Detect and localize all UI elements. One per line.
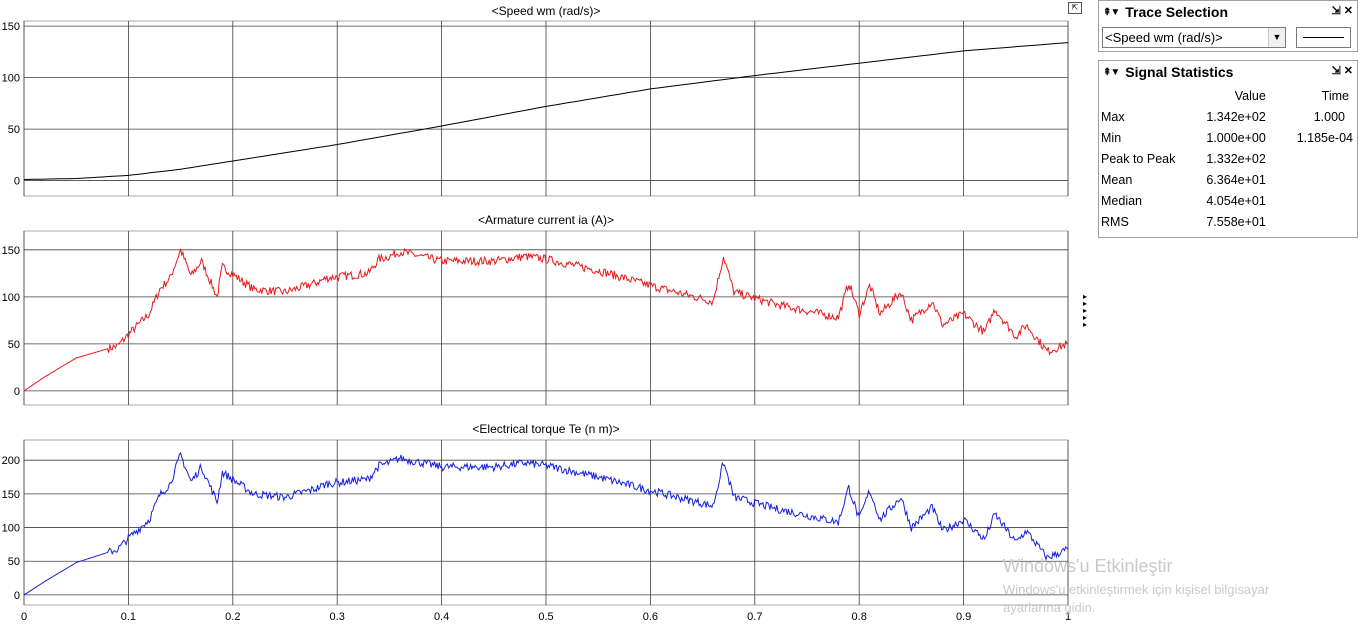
- stat-time: 1.185e-04: [1296, 130, 1353, 145]
- series-line: [23, 451, 1069, 596]
- panel-controls-icon[interactable]: ⇲ ✕: [1331, 65, 1354, 77]
- watermark-line: ayarlarına gidin.: [1003, 600, 1096, 615]
- series-line: [23, 42, 1069, 180]
- collapse-arrows-icon[interactable]: ▸ ▸ ▸ ▸ ▸: [1083, 292, 1088, 329]
- x-tick-label: 0.5: [538, 611, 553, 623]
- stat-label: RMS: [1101, 214, 1129, 229]
- statistics-table: Value Time Max 1.342e+02 1.000 Min 1.000…: [1101, 85, 1357, 232]
- y-tick-label: 50: [8, 339, 20, 351]
- stat-value: 1.332e+02: [1206, 151, 1266, 166]
- header-value: Value: [1234, 88, 1266, 103]
- table-row: Min 1.000e+00 1.185e-04: [1101, 127, 1357, 148]
- stat-time: [1266, 211, 1357, 232]
- y-tick-label: 0: [14, 386, 20, 398]
- watermark-line: Windows'u etkinleştirmek için kişisel bi…: [1003, 582, 1270, 597]
- header-time: Time: [1321, 88, 1349, 103]
- stat-value: 7.558e+01: [1206, 214, 1266, 229]
- stat-time: 1.000: [1313, 109, 1345, 124]
- plot-title: <Electrical torque Te (n m)>: [472, 422, 619, 436]
- panel-controls-icon[interactable]: ⇲ ✕: [1331, 5, 1354, 17]
- stat-time: [1266, 148, 1357, 169]
- x-tick-label: 0.6: [643, 611, 658, 623]
- stat-value: 1.000e+00: [1206, 130, 1266, 145]
- x-tick-label: 0.8: [852, 611, 867, 623]
- activation-watermark-text: Windows'u etkinleştirmek için kişisel bi…: [1003, 581, 1343, 617]
- pin-icon[interactable]: ⇞▼: [1103, 66, 1120, 78]
- stat-value: 1.342e+02: [1206, 109, 1266, 124]
- signal-statistics-panel: ⇞▼ Signal Statistics ⇲ ✕ Value Time Max …: [1098, 60, 1358, 238]
- table-row: Max 1.342e+02 1.000: [1101, 106, 1357, 127]
- table-header-row: Value Time: [1101, 85, 1357, 106]
- y-tick-label: 150: [2, 21, 20, 33]
- plot-title: <Armature current ia (A)>: [478, 213, 614, 227]
- y-tick-label: 150: [2, 489, 20, 501]
- trace-selection-title: Trace Selection: [1125, 4, 1228, 20]
- series-line: [23, 247, 1069, 392]
- stat-time: [1266, 190, 1357, 211]
- stat-time: [1266, 169, 1357, 190]
- table-row: Median 4.054e+01: [1101, 190, 1357, 211]
- table-row: RMS 7.558e+01: [1101, 211, 1357, 232]
- y-tick-label: 0: [14, 590, 20, 602]
- y-tick-label: 100: [2, 73, 20, 85]
- x-tick-label: 0.2: [225, 611, 240, 623]
- stat-label: Peak to Peak: [1101, 151, 1176, 166]
- x-tick-label: 0.7: [747, 611, 762, 623]
- plot-title: <Speed wm (rad/s)>: [492, 4, 601, 18]
- stat-label: Median: [1101, 193, 1142, 208]
- y-tick-label: 50: [8, 124, 20, 136]
- stat-value: 6.364e+01: [1206, 172, 1266, 187]
- x-tick-label: 0: [21, 611, 27, 623]
- signal-statistics-title: Signal Statistics: [1125, 64, 1234, 80]
- y-tick-label: 150: [2, 245, 20, 257]
- y-tick-label: 0: [14, 176, 20, 188]
- trace-selection-dropdown[interactable]: <Speed wm (rad/s)> ▼: [1102, 27, 1286, 48]
- y-tick-label: 50: [8, 556, 20, 568]
- chevron-down-icon[interactable]: ▼: [1268, 28, 1285, 47]
- stat-label: Min: [1101, 130, 1122, 145]
- x-tick-label: 0.4: [434, 611, 449, 623]
- stat-label: Mean: [1101, 172, 1133, 187]
- x-tick-label: 0.9: [956, 611, 971, 623]
- table-row: Peak to Peak 1.332e+02: [1101, 148, 1357, 169]
- line-style-swatch[interactable]: [1296, 27, 1351, 48]
- y-tick-label: 100: [2, 292, 20, 304]
- table-row: Mean 6.364e+01: [1101, 169, 1357, 190]
- stat-value: 4.054e+01: [1206, 193, 1266, 208]
- pin-icon[interactable]: ⇞▼: [1103, 6, 1120, 18]
- x-tick-label: 0.1: [121, 611, 136, 623]
- trace-selection-panel: ⇞▼ Trace Selection ⇲ ✕ <Speed wm (rad/s)…: [1098, 0, 1358, 52]
- trace-selection-value: <Speed wm (rad/s)>: [1105, 30, 1223, 45]
- x-tick-label: 0.3: [330, 611, 345, 623]
- stat-label: Max: [1101, 109, 1125, 124]
- y-tick-label: 100: [2, 523, 20, 535]
- activation-watermark-title: Windows'u Etkinleştir: [1003, 556, 1173, 576]
- x-tick-label: 1: [1065, 611, 1071, 623]
- y-tick-label: 200: [2, 455, 20, 467]
- undock-icon[interactable]: ⇱: [1068, 2, 1082, 14]
